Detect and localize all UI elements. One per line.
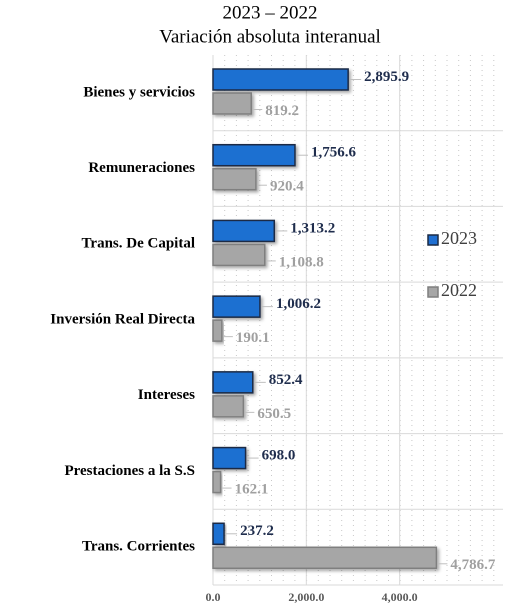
y-tick-label: Inversión Real Directa [50, 311, 195, 327]
y-tick-label: Trans. Corrientes [82, 539, 195, 555]
bar [212, 546, 438, 570]
x-tick-label: 0.0 [206, 590, 221, 604]
y-tick-label: Trans. De Capital [82, 236, 195, 252]
legend-swatch [427, 286, 439, 298]
bar [212, 92, 252, 115]
value-label: 819.2 [265, 103, 299, 119]
bar [212, 295, 261, 318]
bar [212, 167, 257, 191]
bar [212, 219, 276, 243]
bar [212, 243, 266, 267]
bar [212, 470, 222, 494]
x-tick-label: 4,000.0 [382, 590, 418, 604]
value-label: 1,108.8 [279, 254, 324, 270]
value-label: 190.1 [236, 330, 270, 346]
value-label: 162.1 [235, 482, 269, 498]
y-tick-label: Prestaciones a la S.S [64, 463, 195, 479]
bar [212, 319, 223, 342]
value-label: 2,895.9 [364, 69, 409, 85]
bar [212, 395, 245, 418]
value-label: 237.2 [240, 523, 274, 539]
value-label: 1,006.2 [276, 296, 321, 312]
value-label: 698.0 [262, 448, 296, 464]
value-label: 920.4 [270, 179, 304, 195]
bar [212, 143, 296, 167]
value-label: 1,756.6 [311, 145, 357, 161]
y-tick-label: Bienes y servicios [83, 84, 195, 100]
legend-swatch [427, 234, 439, 246]
bar [212, 371, 254, 394]
legend-label: 2022 [441, 280, 477, 300]
value-label: 650.5 [257, 406, 291, 422]
chart-title: 2023 – 2022 [223, 2, 318, 23]
value-label: 4,786.7 [450, 557, 496, 573]
bar [212, 522, 225, 546]
value-label: 1,313.2 [290, 220, 335, 236]
y-tick-label: Remuneraciones [88, 160, 195, 176]
chart-subtitle: Variación absoluta interanual [159, 26, 381, 47]
bar [212, 446, 247, 470]
bar [212, 68, 349, 91]
y-tick-label: Intereses [138, 387, 195, 403]
value-label: 852.4 [269, 372, 303, 388]
legend-label: 2023 [441, 228, 477, 248]
x-tick-label: 2,000.0 [288, 590, 324, 604]
